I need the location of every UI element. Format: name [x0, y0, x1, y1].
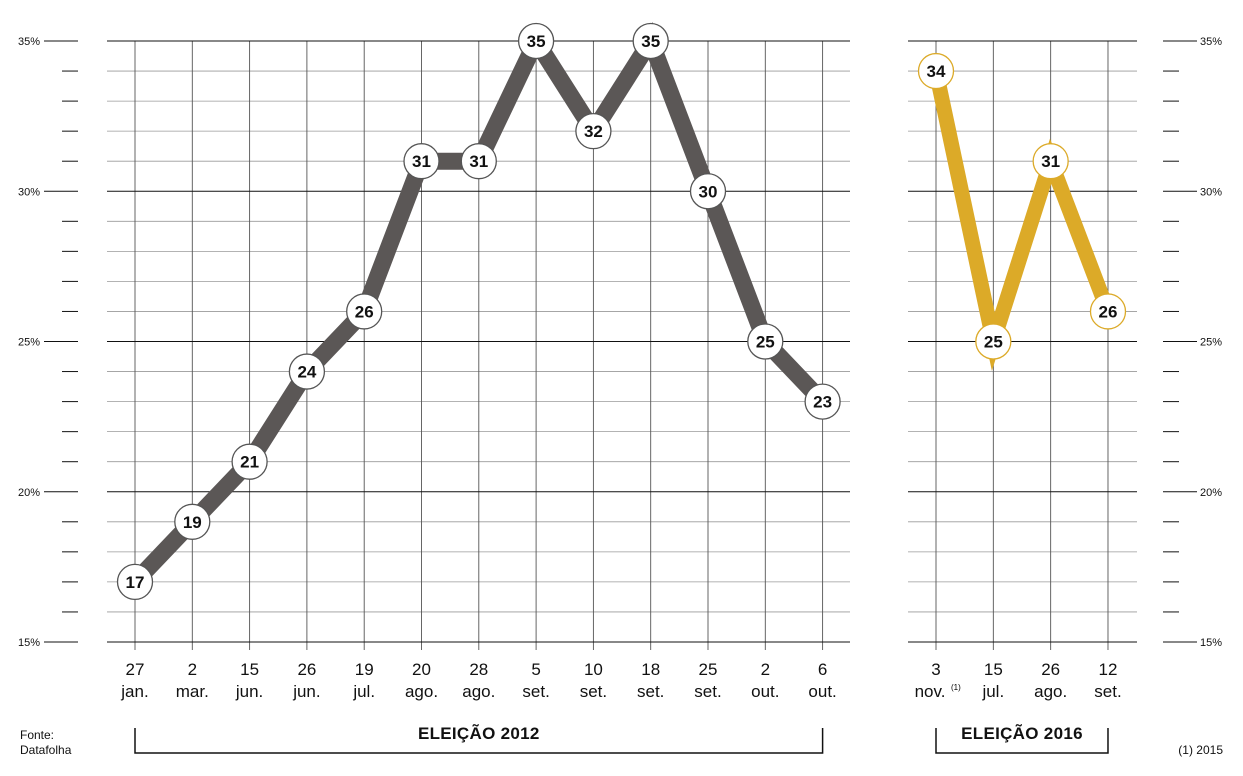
y-tick-label: 30%	[18, 186, 40, 198]
source-name: Datafolha	[20, 743, 72, 757]
x-tick-month: ago.	[1034, 682, 1067, 701]
data-point	[632, 22, 669, 60]
x-tick-footnote-mark: (1)	[951, 683, 961, 692]
x-tick-day: 25	[699, 660, 718, 679]
data-label: 34	[927, 62, 946, 81]
x-tick-day: 26	[1041, 660, 1060, 679]
data-label: 30	[699, 182, 718, 201]
x-tick-day: 18	[641, 660, 660, 679]
series-1: 34 25 31 26 3 nov. (1) 15 jul. 26 ago. 12 set. ELEIÇÃ…	[915, 52, 1127, 754]
data-point	[174, 503, 211, 540]
x-tick-month: jul.	[352, 682, 375, 701]
data-label: 35	[641, 32, 660, 51]
x-tick-month: set.	[637, 682, 664, 701]
x-tick-month: jun.	[292, 682, 320, 701]
x-tick-month: jun.	[235, 682, 263, 701]
data-label: 21	[240, 453, 259, 472]
data-point	[575, 112, 612, 150]
source-label: Fonte:	[20, 728, 54, 742]
x-tick-month: nov.	[915, 682, 946, 701]
x-tick-day: 6	[818, 660, 827, 679]
data-point	[975, 323, 1012, 360]
data-point	[689, 173, 727, 210]
section-label: ELEIÇÃO 2016	[961, 723, 1083, 743]
data-point	[346, 293, 383, 330]
y-tick-label-right: 30%	[1200, 186, 1222, 198]
section-bracket	[134, 728, 824, 754]
x-tick-month: out.	[751, 682, 779, 701]
x-tick-day: 10	[584, 660, 603, 679]
y-tick-label: 20%	[18, 487, 40, 499]
y-tick-label-right: 35%	[1200, 36, 1222, 48]
data-point	[1089, 293, 1127, 330]
y-tick-label: 15%	[18, 637, 40, 649]
x-tick-day: 26	[297, 660, 316, 679]
x-tick-month: ago.	[462, 682, 495, 701]
x-tick-month: mar.	[176, 682, 209, 701]
x-tick-month: set.	[580, 682, 607, 701]
data-point	[804, 383, 841, 420]
x-tick-day: 12	[1099, 660, 1118, 679]
data-label: 31	[1041, 152, 1060, 171]
data-point	[288, 353, 326, 390]
data-label: 25	[756, 333, 775, 352]
x-tick-day: 20	[412, 660, 431, 679]
footnote: (1) 2015	[1178, 743, 1223, 757]
data-point	[460, 143, 497, 180]
x-tick-day: 19	[355, 660, 374, 679]
data-point	[747, 323, 784, 360]
y-tick-label: 25%	[18, 337, 40, 349]
x-tick-month: set.	[694, 682, 721, 701]
data-label: 24	[297, 363, 316, 382]
data-point	[403, 143, 440, 180]
y-tick-label-right: 25%	[1200, 337, 1222, 349]
x-tick-day: 15	[984, 660, 1003, 679]
y-tick-label-right: 20%	[1200, 487, 1222, 499]
data-label: 26	[355, 302, 374, 321]
section-label: ELEIÇÃO 2012	[418, 723, 540, 743]
data-label: 25	[984, 333, 1003, 352]
data-point	[517, 22, 555, 60]
x-tick-day: 2	[761, 660, 770, 679]
data-label: 31	[469, 152, 488, 171]
data-label: 17	[126, 573, 145, 592]
data-point	[231, 443, 268, 480]
x-tick-month: jan.	[120, 682, 148, 701]
x-tick-day: 2	[188, 660, 197, 679]
y-tick-label: 35%	[18, 36, 40, 48]
data-point	[917, 52, 955, 90]
x-tick-day: 5	[531, 660, 540, 679]
y-tick-label-right: 15%	[1200, 637, 1222, 649]
data-label: 31	[412, 152, 431, 171]
data-point	[116, 563, 154, 601]
x-tick-day: 15	[240, 660, 259, 679]
x-tick-day: 28	[469, 660, 488, 679]
x-tick-month: ago.	[405, 682, 438, 701]
data-label: 19	[183, 513, 202, 532]
y-axes: 15% 15% 20% 20% 25% 25% 30% 30% 35% 35%	[18, 36, 1222, 649]
data-label: 23	[813, 393, 832, 412]
x-tick-day: 27	[126, 660, 145, 679]
x-tick-month: set.	[522, 682, 549, 701]
section-bracket	[935, 728, 1109, 754]
x-tick-month: set.	[1094, 682, 1121, 701]
x-tick-month: jul.	[981, 682, 1004, 701]
series-line	[928, 69, 1115, 371]
data-label: 35	[527, 32, 546, 51]
data-label: 26	[1099, 302, 1118, 321]
x-tick-day: 3	[931, 660, 940, 679]
data-point	[1032, 143, 1069, 180]
data-label: 32	[584, 122, 603, 141]
x-tick-month: out.	[808, 682, 836, 701]
